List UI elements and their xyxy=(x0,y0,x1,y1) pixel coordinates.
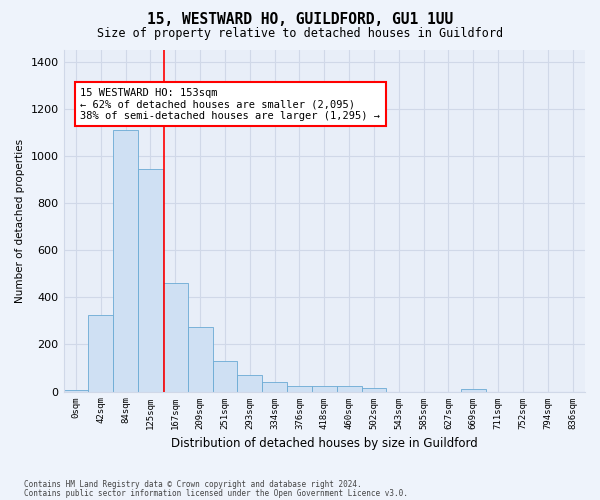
Text: Contains HM Land Registry data © Crown copyright and database right 2024.: Contains HM Land Registry data © Crown c… xyxy=(24,480,362,489)
Text: Size of property relative to detached houses in Guildford: Size of property relative to detached ho… xyxy=(97,28,503,40)
Bar xyxy=(362,388,386,392)
Bar xyxy=(461,389,485,392)
Bar xyxy=(287,386,312,392)
Bar xyxy=(163,283,188,392)
Bar xyxy=(337,386,362,392)
Bar xyxy=(138,169,163,392)
Text: 15 WESTWARD HO: 153sqm
← 62% of detached houses are smaller (2,095)
38% of semi-: 15 WESTWARD HO: 153sqm ← 62% of detached… xyxy=(80,88,380,121)
Bar xyxy=(212,361,238,392)
Bar xyxy=(188,327,212,392)
Y-axis label: Number of detached properties: Number of detached properties xyxy=(15,138,25,303)
Bar xyxy=(113,130,138,392)
Bar xyxy=(312,386,337,392)
Bar xyxy=(64,390,88,392)
Bar xyxy=(238,375,262,392)
Bar xyxy=(262,382,287,392)
X-axis label: Distribution of detached houses by size in Guildford: Distribution of detached houses by size … xyxy=(171,437,478,450)
Text: 15, WESTWARD HO, GUILDFORD, GU1 1UU: 15, WESTWARD HO, GUILDFORD, GU1 1UU xyxy=(147,12,453,28)
Text: Contains public sector information licensed under the Open Government Licence v3: Contains public sector information licen… xyxy=(24,488,408,498)
Bar xyxy=(88,315,113,392)
